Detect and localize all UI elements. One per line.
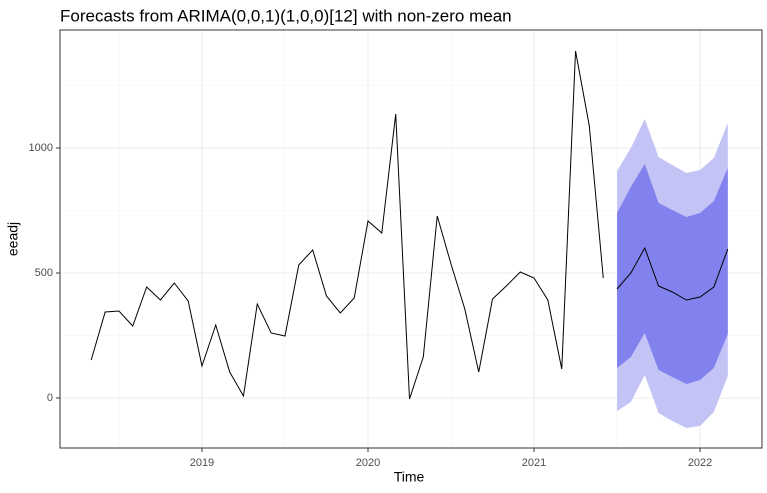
prediction-interval: [617, 164, 728, 384]
forecast-line: [616, 246, 729, 301]
x-tick-label: 2019: [190, 457, 214, 469]
x-tick-label: 2021: [522, 457, 546, 469]
x-tick-label: 2020: [356, 457, 380, 469]
series-line: [90, 50, 604, 400]
y-axis-title: eeadj: [5, 222, 21, 256]
x-axis-title: Time: [394, 469, 425, 485]
plot-border: [59, 29, 763, 449]
chart-title: Forecasts from ARIMA(0,0,1)(1,0,0)[12] w…: [60, 6, 512, 25]
y-tick-label: 500: [35, 267, 53, 279]
y-tick-label: 1000: [29, 142, 53, 154]
x-tick-label: 2022: [688, 457, 712, 469]
y-tick-label: 0: [47, 392, 53, 404]
